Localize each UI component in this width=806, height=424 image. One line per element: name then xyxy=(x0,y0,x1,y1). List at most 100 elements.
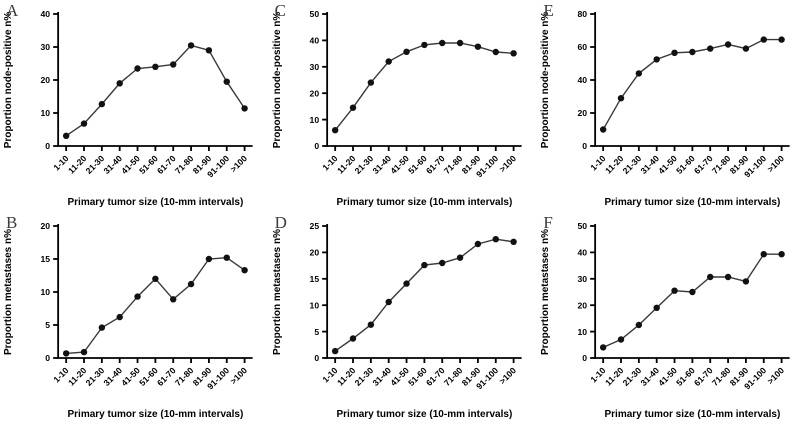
panel-d: D 0 5 10 15 20 25 1-10 11-20 21-30 31-40 41-50 51-6… xyxy=(269,212,538,424)
data-point xyxy=(492,48,499,56)
axes xyxy=(590,12,790,151)
data-point xyxy=(98,324,106,331)
y-tick-label: 30 xyxy=(41,42,51,52)
data-point xyxy=(474,43,481,50)
data-point xyxy=(205,255,213,263)
x-tick-label: >100 xyxy=(766,365,787,386)
axes xyxy=(321,224,522,363)
x-tick-label: 41-50 xyxy=(119,153,142,176)
data-point xyxy=(187,280,195,288)
y-tick-label: 10 xyxy=(309,300,319,310)
data-point xyxy=(80,348,88,356)
y-tick-label: 60 xyxy=(578,42,588,52)
x-axis-title: Primary tumor size (10-mm intervals) xyxy=(605,409,781,420)
x-tick-label: 51-60 xyxy=(406,153,429,176)
y-tick-label: 30 xyxy=(309,62,319,72)
x-tick-label: 71-80 xyxy=(173,153,196,176)
y-axis-title: Proportion metastases n% xyxy=(3,229,14,355)
tick-labels: 010203040501-1011-2021-3031-4041-5051-60… xyxy=(272,9,518,208)
panel-letter-b: B xyxy=(6,213,18,232)
data-point xyxy=(492,236,499,243)
x-tick-label: 61-70 xyxy=(155,365,178,388)
x-tick-label: 71-80 xyxy=(441,365,464,388)
x-tick-label: 71-80 xyxy=(441,153,464,176)
data-point xyxy=(331,127,339,134)
x-axis-title: Primary tumor size (10-mm intervals) xyxy=(67,197,243,208)
panel-letter-e: E xyxy=(543,1,554,20)
y-tick-label: 15 xyxy=(309,274,319,284)
series-line xyxy=(603,253,782,349)
y-axis-title: Proportion node-positive n% xyxy=(3,12,14,149)
data-series xyxy=(331,236,517,355)
x-tick-label: 21-30 xyxy=(352,365,375,388)
data-point xyxy=(689,48,696,56)
data-point xyxy=(385,58,392,65)
y-tick-label: 10 xyxy=(578,327,588,337)
data-point xyxy=(205,47,213,54)
y-tick-label: 10 xyxy=(41,287,51,297)
x-tick-label: 71-80 xyxy=(173,365,196,388)
axes xyxy=(53,12,253,151)
data-point xyxy=(367,321,374,328)
y-tick-label: 10 xyxy=(41,108,51,118)
x-tick-label: 51-60 xyxy=(406,365,429,388)
chart-d-metastases-vs-tumor-size: 05101520251-1011-2021-3031-4041-5051-606… xyxy=(272,221,522,420)
x-axis-title: Primary tumor size (10-mm intervals) xyxy=(67,409,243,420)
data-point xyxy=(116,80,123,87)
y-tick-label: 40 xyxy=(578,75,588,85)
data-point xyxy=(331,347,339,355)
data-point xyxy=(618,95,625,102)
data-point xyxy=(438,39,446,47)
data-point xyxy=(223,254,230,261)
y-tick-label: 40 xyxy=(578,248,588,258)
x-tick-label: 41-50 xyxy=(388,153,411,176)
data-point xyxy=(187,42,195,49)
y-axis-title: Proportion node-positive n% xyxy=(272,12,283,149)
panel-letter-a: A xyxy=(6,1,19,20)
y-tick-label: 0 xyxy=(583,353,588,363)
x-tick-label: 31-40 xyxy=(370,365,393,388)
data-point xyxy=(725,41,732,48)
panel-letter-c: C xyxy=(274,1,286,20)
data-point xyxy=(420,41,428,49)
data-point xyxy=(671,287,679,294)
y-tick-label: 20 xyxy=(309,88,319,98)
panel-a: A 0 10 20 30 40 1-10 11-20 21-30 31-40 41-50 51-60… xyxy=(0,0,269,212)
x-tick-label: 31-40 xyxy=(101,365,124,388)
x-axis-title: Primary tumor size (10-mm intervals) xyxy=(605,197,781,208)
data-point xyxy=(170,296,177,303)
y-tick-label: 0 xyxy=(45,353,50,363)
x-tick-label: 31-40 xyxy=(370,153,393,176)
y-tick-label: 50 xyxy=(309,9,319,19)
chart-a-node-positive-vs-tumor-size: 0102030401-1011-2021-3031-4041-5051-6061… xyxy=(3,9,253,208)
y-axis-title: Proportion metastases n% xyxy=(540,229,551,355)
y-tick-label: 40 xyxy=(41,9,51,19)
x-tick-label: 41-50 xyxy=(119,365,142,388)
data-point xyxy=(134,65,141,72)
x-tick-label: 51-60 xyxy=(674,153,697,176)
x-tick-label: 21-30 xyxy=(84,365,107,388)
data-point xyxy=(760,36,768,43)
x-tick-label: 71-80 xyxy=(710,153,733,176)
data-point xyxy=(241,105,248,112)
data-point xyxy=(707,45,714,52)
y-tick-label: 20 xyxy=(309,248,319,258)
data-point xyxy=(760,251,768,258)
panel-f: F 0 10 20 30 40 50 1-10 11-20 21-30 31-40 41-50 51-… xyxy=(537,212,806,424)
chart-b-metastases-vs-tumor-size: 051015201-1011-2021-3031-4041-5051-6061-… xyxy=(3,221,253,420)
x-tick-label: 51-60 xyxy=(137,365,160,388)
axes xyxy=(590,224,790,363)
tick-labels: 051015201-1011-2021-3031-4041-5051-6061-… xyxy=(3,221,249,420)
y-tick-label: 20 xyxy=(578,108,588,118)
data-point xyxy=(653,56,661,63)
x-tick-label: 11-20 xyxy=(66,365,88,387)
x-tick-label: 61-70 xyxy=(692,153,715,176)
data-point xyxy=(778,36,786,43)
x-tick-label: >100 xyxy=(497,153,518,174)
y-tick-label: 50 xyxy=(578,221,588,231)
data-point xyxy=(241,267,248,274)
panel-letter-f: F xyxy=(543,213,553,232)
y-tick-label: 10 xyxy=(309,115,319,125)
axes xyxy=(53,224,253,363)
